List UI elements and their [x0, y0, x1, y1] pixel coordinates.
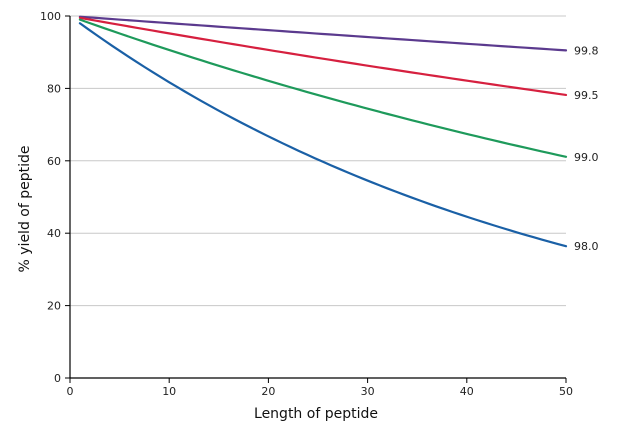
- series-line-99.5: [78, 16, 568, 97]
- series-label-99.0: 99.0: [574, 151, 599, 164]
- y-tick-label: 100: [40, 10, 61, 23]
- series-label-99.5: 99.5: [574, 89, 599, 102]
- grid-lines: [70, 15, 566, 307]
- series-label-98.0: 98.0: [574, 240, 599, 253]
- series-lines: [78, 15, 568, 248]
- y-tick-label: 60: [47, 155, 61, 168]
- x-tick-label: 30: [361, 385, 375, 398]
- x-tick-label: 50: [559, 385, 573, 398]
- y-tick-label: 20: [47, 300, 61, 313]
- y-axis-title: % yield of peptide: [17, 146, 33, 273]
- x-tick-label: 10: [162, 385, 176, 398]
- axes: [69, 16, 566, 379]
- x-tick-label: 0: [67, 385, 74, 398]
- ticks: 0 20 40 60 80 100 0 10 20 30 40 50: [40, 10, 573, 398]
- series-line-99.8: [78, 15, 568, 52]
- x-axis-title: Length of peptide: [254, 406, 378, 422]
- y-tick-label: 40: [47, 227, 61, 240]
- y-tick-label: 0: [54, 372, 61, 385]
- x-tick-label: 20: [261, 385, 275, 398]
- series-line-98.0: [78, 22, 568, 248]
- series-line-99.0: [78, 18, 568, 158]
- series-labels: 99.8 99.5 99.0 98.0: [574, 44, 599, 253]
- y-tick-label: 80: [47, 82, 61, 95]
- series-label-99.8: 99.8: [574, 44, 599, 57]
- x-tick-label: 40: [460, 385, 474, 398]
